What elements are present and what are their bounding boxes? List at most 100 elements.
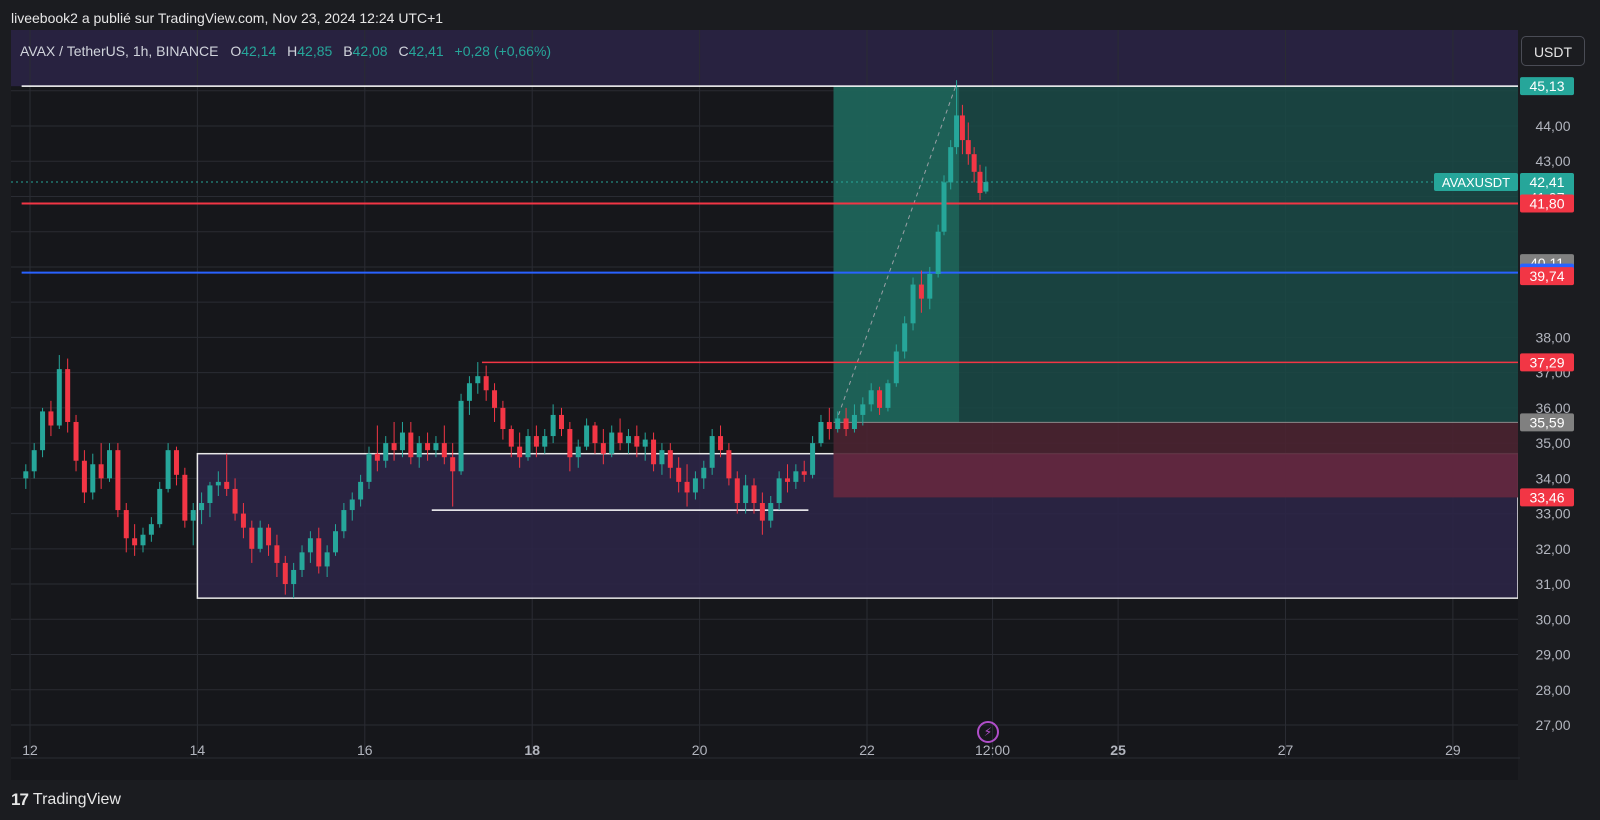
- candle-body: [776, 478, 782, 504]
- candle: [517, 432, 523, 468]
- candle: [399, 421, 405, 458]
- candle-body: [450, 457, 456, 472]
- lightning-icon[interactable]: ⚡: [977, 721, 999, 743]
- candle-body: [425, 443, 431, 451]
- candle: [676, 457, 682, 493]
- candle-body: [383, 443, 389, 461]
- candle-body: [860, 404, 866, 415]
- footer-brand: TradingView: [32, 791, 121, 808]
- price-badge-label: 35,59: [1529, 414, 1564, 430]
- candle-body: [977, 171, 983, 193]
- symbol-tag-label: AVAXUSDT: [1442, 175, 1510, 190]
- candle: [466, 376, 472, 415]
- x-tick-label: 25: [1110, 742, 1126, 758]
- y-axis-ticks: 44,0043,0038,0037,0036,0035,0034,0033,00…: [1535, 118, 1570, 733]
- price-badge-label: 45,13: [1529, 78, 1564, 94]
- candle-body: [558, 414, 564, 430]
- y-tick-label: 28,00: [1535, 682, 1570, 698]
- candle-body: [48, 411, 54, 426]
- x-tick-label: 20: [692, 742, 708, 758]
- candle-body: [676, 467, 682, 482]
- candle-body: [232, 488, 238, 514]
- x-tick-label: 16: [357, 742, 373, 758]
- candle-body: [877, 390, 883, 408]
- candle: [148, 517, 154, 542]
- candle: [768, 495, 774, 528]
- candle-body: [927, 273, 933, 299]
- candle: [266, 524, 272, 556]
- candle: [333, 524, 339, 556]
- candle-body: [910, 284, 916, 324]
- candle: [718, 425, 724, 458]
- candle-body: [282, 562, 288, 585]
- candle-body: [73, 421, 79, 461]
- symbol-name[interactable]: AVAX / TetherUS, 1h, BINANCE: [20, 43, 219, 59]
- candle-body: [274, 545, 280, 563]
- candle: [776, 471, 782, 511]
- candle-body: [941, 182, 947, 232]
- candle-body: [173, 450, 179, 475]
- candle-body: [358, 481, 364, 500]
- candle: [726, 443, 732, 486]
- x-tick-label: 22: [859, 742, 875, 758]
- candle: [692, 471, 698, 500]
- candle: [575, 439, 581, 468]
- candle: [902, 316, 908, 359]
- candle: [425, 432, 431, 461]
- candle: [826, 407, 832, 440]
- candle-body: [592, 425, 598, 444]
- price-badge: [1520, 194, 1574, 213]
- x-tick-label: 18: [524, 742, 540, 758]
- candle-body: [224, 481, 230, 489]
- candle: [115, 443, 121, 518]
- x-tick-label: 27: [1278, 742, 1294, 758]
- candle: [954, 80, 960, 155]
- candle-body: [81, 460, 87, 493]
- candle: [642, 432, 648, 461]
- high-label: H: [287, 43, 298, 59]
- candle-body: [659, 450, 665, 465]
- candle: [935, 224, 941, 278]
- candle-body: [107, 450, 113, 479]
- candle-body: [291, 569, 297, 585]
- candle-body: [692, 478, 698, 493]
- candle-body: [40, 411, 46, 451]
- candle: [165, 443, 171, 493]
- tradingview-logo[interactable]: 17 TradingView: [11, 790, 121, 810]
- candle-body: [182, 474, 188, 521]
- candle: [299, 545, 305, 578]
- candle-body: [157, 488, 163, 525]
- candle-body: [918, 284, 924, 299]
- candle-body: [550, 414, 556, 437]
- candle-body: [349, 499, 355, 511]
- y-tick-label: 35,00: [1535, 435, 1570, 451]
- candle: [971, 147, 977, 183]
- candle: [23, 464, 29, 489]
- candle: [684, 464, 690, 507]
- candle: [651, 432, 657, 472]
- candle-body: [954, 115, 960, 148]
- x-tick-label: 12: [22, 742, 38, 758]
- candle-body: [843, 418, 849, 430]
- candle-body: [959, 115, 965, 141]
- candle-body: [98, 464, 104, 479]
- candle-body: [810, 443, 816, 475]
- candle: [324, 545, 330, 578]
- candle: [157, 481, 163, 528]
- currency-button[interactable]: USDT: [1521, 36, 1585, 66]
- candle: [948, 140, 954, 190]
- candle: [667, 443, 673, 479]
- x-tick-label: 14: [190, 742, 206, 758]
- candle-body: [584, 425, 590, 447]
- candle: [81, 450, 87, 504]
- candle-body: [709, 436, 715, 468]
- candle-body: [971, 154, 977, 172]
- candle: [941, 175, 947, 236]
- candle: [965, 122, 971, 165]
- y-tick-label: 38,00: [1535, 329, 1570, 345]
- price-badge-label: 39,74: [1529, 268, 1564, 284]
- candle: [542, 429, 548, 454]
- candle: [533, 425, 539, 458]
- candle-body: [433, 443, 439, 451]
